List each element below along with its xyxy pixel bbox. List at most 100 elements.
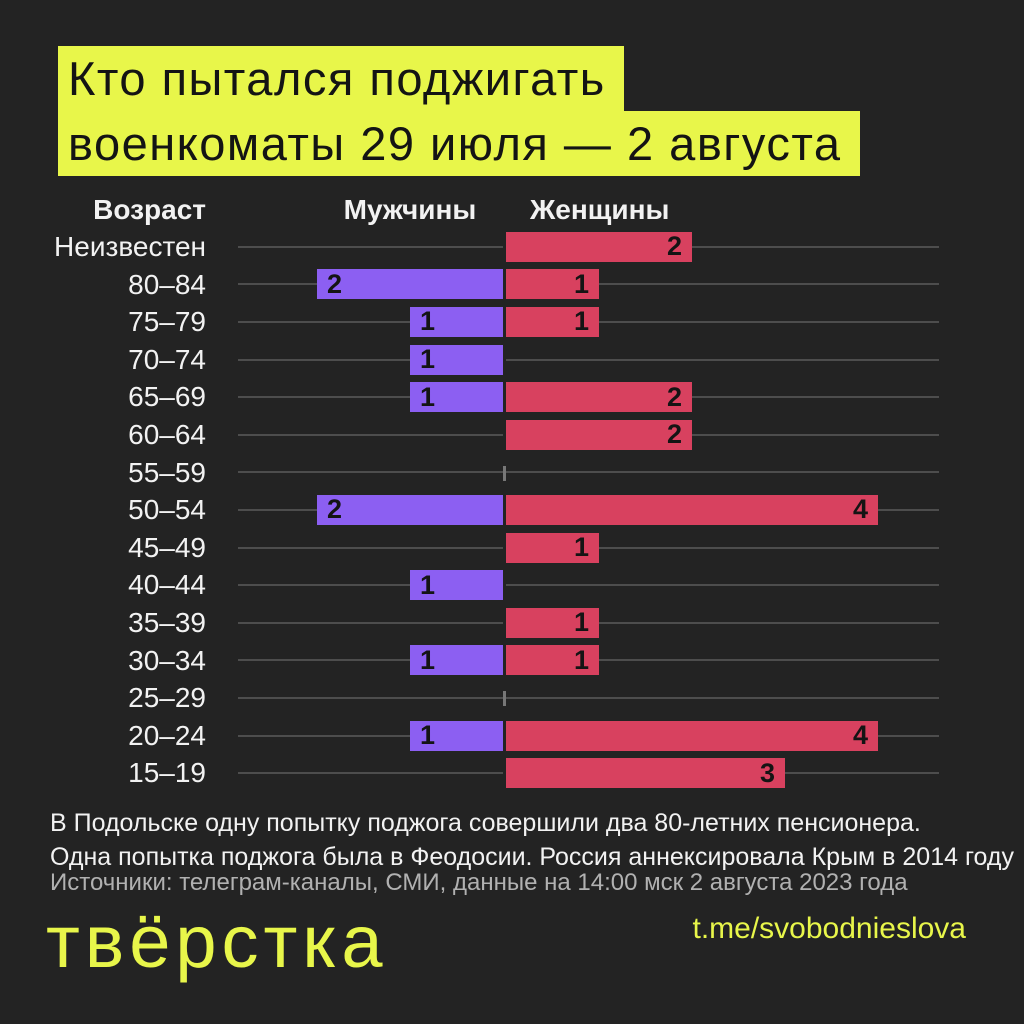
chart-row: 65–69 1 2 <box>0 378 1024 416</box>
women-bar: 4 <box>506 720 878 751</box>
row-plot: 1 <box>238 529 939 567</box>
gridline <box>238 659 503 662</box>
men-bar: 1 <box>410 381 503 413</box>
gridline <box>238 584 503 587</box>
men-bar: 1 <box>410 306 503 337</box>
bar-value: 1 <box>420 306 436 337</box>
bar-value: 1 <box>420 569 436 600</box>
column-header-men: Мужчины <box>343 194 477 225</box>
row-plot: 2 <box>238 416 939 454</box>
row-plot: 2 <box>238 228 939 266</box>
row-plot: 3 <box>238 754 939 792</box>
gridline <box>506 546 939 549</box>
men-bar: 1 <box>410 644 503 676</box>
women-bar: 1 <box>506 306 599 337</box>
men-bar: 1 <box>410 344 503 375</box>
bar-chart: Неизвестен 2 80–84 2 1 75–79 1 1 70–74 1 65–69 1 2 60… <box>0 228 1024 792</box>
column-header-women: Женщины <box>530 194 670 225</box>
men-bar: 1 <box>410 720 503 751</box>
footnote: В Подольске одну попытку поджога соверши… <box>50 806 1014 874</box>
bar-value: 2 <box>666 419 682 450</box>
gridline <box>506 621 939 624</box>
gridline <box>506 471 939 474</box>
center-tick <box>503 465 506 481</box>
women-bar: 1 <box>506 268 599 300</box>
chart-row: 60–64 2 <box>0 416 1024 454</box>
bar-value: 2 <box>327 494 343 525</box>
age-label: 25–29 <box>128 682 206 714</box>
age-label: 15–19 <box>128 757 206 789</box>
gridline <box>238 546 503 549</box>
gridline <box>506 584 939 587</box>
title-line-2: военкоматы 29 июля — 2 августа <box>58 111 860 176</box>
chart-row: 70–74 1 <box>0 341 1024 379</box>
men-bar: 2 <box>317 268 503 300</box>
age-label: 50–54 <box>128 494 206 526</box>
source-line: Источники: телеграм-каналы, СМИ, данные … <box>50 869 908 896</box>
women-bar: 1 <box>506 607 599 638</box>
bar-value: 2 <box>327 268 343 299</box>
gridline <box>238 396 503 399</box>
age-label: 75–79 <box>128 306 206 338</box>
women-bar: 2 <box>506 382 692 413</box>
bar-value: 1 <box>420 381 436 412</box>
age-label: 30–34 <box>128 644 206 676</box>
gridline <box>506 396 939 399</box>
chart-row: Неизвестен 2 <box>0 228 1024 266</box>
women-bar: 1 <box>506 532 599 563</box>
chart-row: 50–54 2 4 <box>0 491 1024 529</box>
footnote-line-1: В Подольске одну попытку поджога соверши… <box>50 809 921 837</box>
bar-value: 1 <box>420 344 436 375</box>
age-label: 40–44 <box>128 569 206 601</box>
page-title: Кто пытался поджигать военкоматы 29 июля… <box>58 46 860 176</box>
gridline <box>506 696 939 699</box>
age-label: 45–49 <box>128 531 206 563</box>
bar-value: 1 <box>573 644 589 675</box>
footnote-line-2: Одна попытка поджога была в Феодосии. Ро… <box>50 843 1014 871</box>
column-header-age: Возраст <box>93 194 206 225</box>
gridline <box>238 696 503 699</box>
column-headers: Возраст Мужчины Женщины <box>0 192 1024 228</box>
women-bar: 1 <box>506 644 599 676</box>
bar-value: 3 <box>759 757 775 788</box>
verstka-logo: твёрстка <box>46 900 388 983</box>
gridline <box>506 659 939 662</box>
gridline <box>506 320 939 323</box>
gridline <box>238 734 503 737</box>
women-bar: 4 <box>506 494 878 525</box>
gridline <box>238 245 503 248</box>
gridline <box>238 621 503 624</box>
age-label: Неизвестен <box>54 231 206 262</box>
row-plot: 1 <box>238 341 939 379</box>
bar-value: 1 <box>573 607 589 638</box>
bar-value: 4 <box>852 494 868 525</box>
row-plot: 1 <box>238 604 939 642</box>
chart-row: 55–59 <box>0 454 1024 492</box>
bar-value: 1 <box>420 720 436 751</box>
age-label: 60–64 <box>128 418 206 450</box>
men-bar: 2 <box>317 494 503 525</box>
age-label: 80–84 <box>128 268 206 300</box>
chart-row: 45–49 1 <box>0 529 1024 567</box>
age-label: 35–39 <box>128 606 206 638</box>
age-label: 55–59 <box>128 456 206 488</box>
gridline <box>238 358 503 361</box>
women-bar: 3 <box>506 757 785 789</box>
women-bar: 2 <box>506 231 692 262</box>
gridline <box>506 433 939 436</box>
chart-row: 30–34 1 1 <box>0 642 1024 680</box>
age-label: 70–74 <box>128 343 206 375</box>
telegram-link[interactable]: t.me/svobodnieslova <box>692 912 967 945</box>
bar-value: 4 <box>852 720 868 751</box>
bar-value: 2 <box>666 231 682 262</box>
bar-value: 1 <box>573 532 589 563</box>
chart-row: 40–44 1 <box>0 566 1024 604</box>
chart-row: 80–84 2 1 <box>0 266 1024 304</box>
bar-value: 1 <box>420 644 436 675</box>
bar-value: 1 <box>573 268 589 299</box>
